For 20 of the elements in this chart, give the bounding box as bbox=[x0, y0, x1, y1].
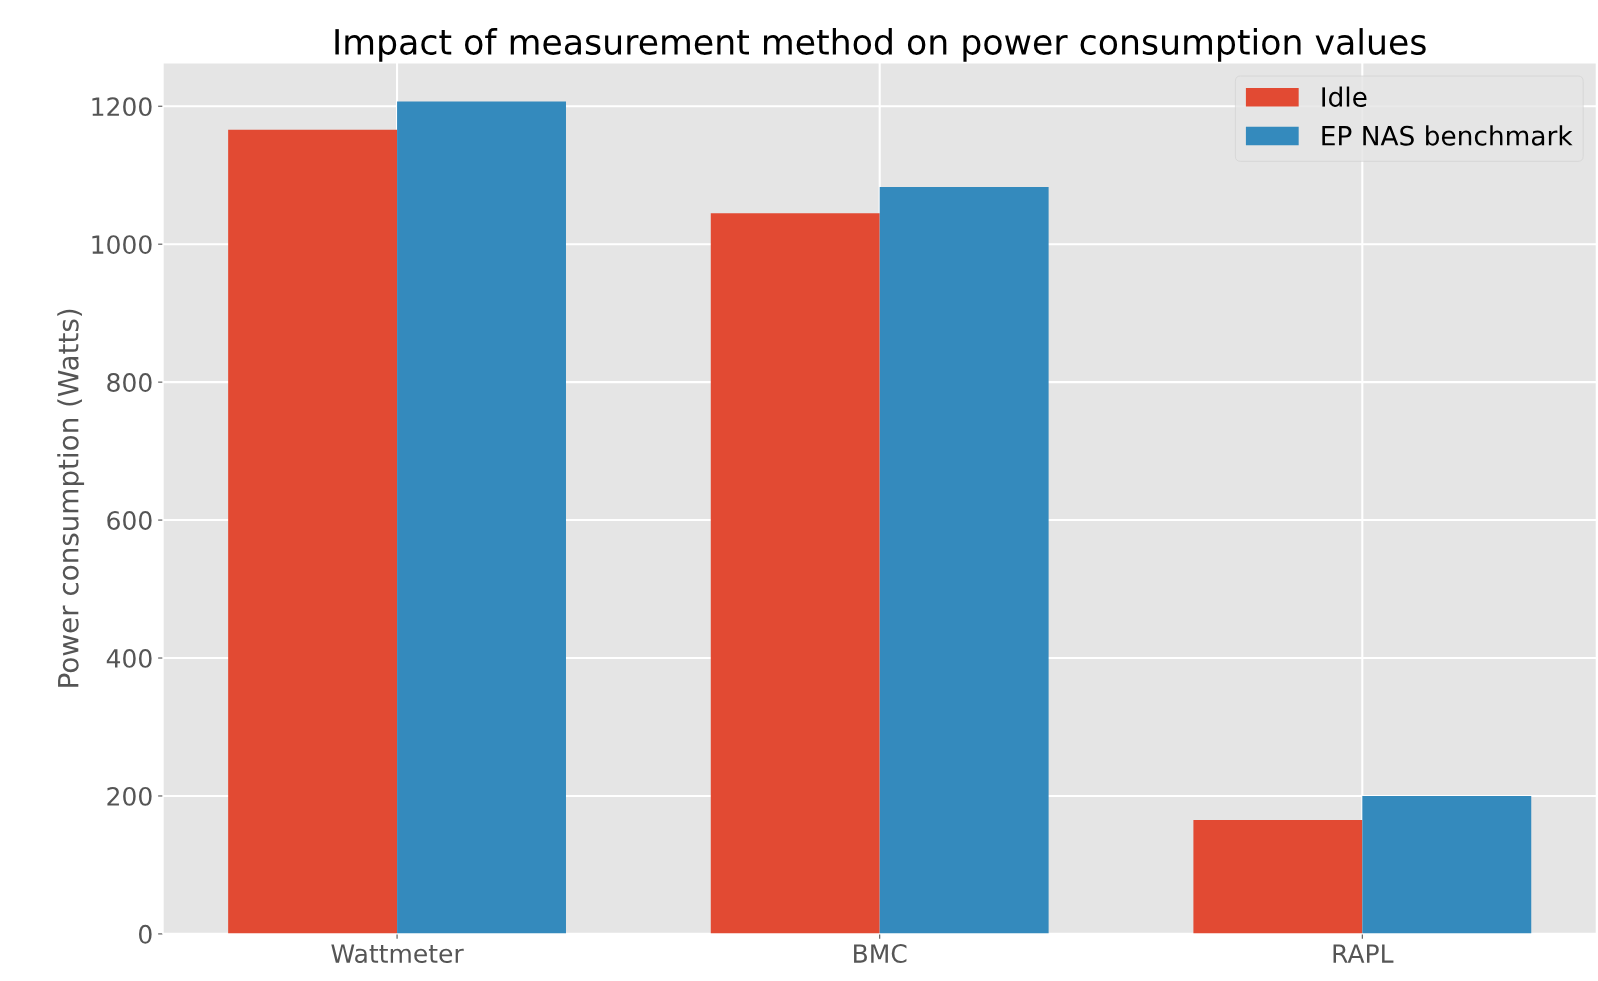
y-tick-label: 1200 bbox=[92, 97, 152, 117]
bar bbox=[710, 213, 880, 934]
y-tick-label: 800 bbox=[107, 373, 152, 392]
bar bbox=[879, 186, 1049, 934]
legend-label: Idle bbox=[1322, 86, 1367, 107]
y-axis-title: Power consumption (Watts) bbox=[57, 309, 85, 687]
x-tick-label: Wattmeter bbox=[331, 944, 464, 963]
y-tick-label: 0 bbox=[139, 924, 152, 944]
bar bbox=[228, 129, 398, 934]
chart-title: Impact of measurement method on power consumption values bbox=[335, 28, 1426, 62]
y-tick-label: 1000 bbox=[92, 235, 152, 255]
x-tick-label: RAPL bbox=[1333, 944, 1394, 963]
y-tick-label: 200 bbox=[107, 786, 152, 806]
y-tick-label: 400 bbox=[106, 648, 152, 668]
bar bbox=[1362, 795, 1532, 934]
bar bbox=[1193, 820, 1363, 934]
legend-label: EP NAS benchmark bbox=[1322, 125, 1573, 146]
y-tick-label: 600 bbox=[107, 511, 152, 530]
x-tick-label: BMC bbox=[854, 944, 907, 963]
bar bbox=[397, 101, 566, 934]
